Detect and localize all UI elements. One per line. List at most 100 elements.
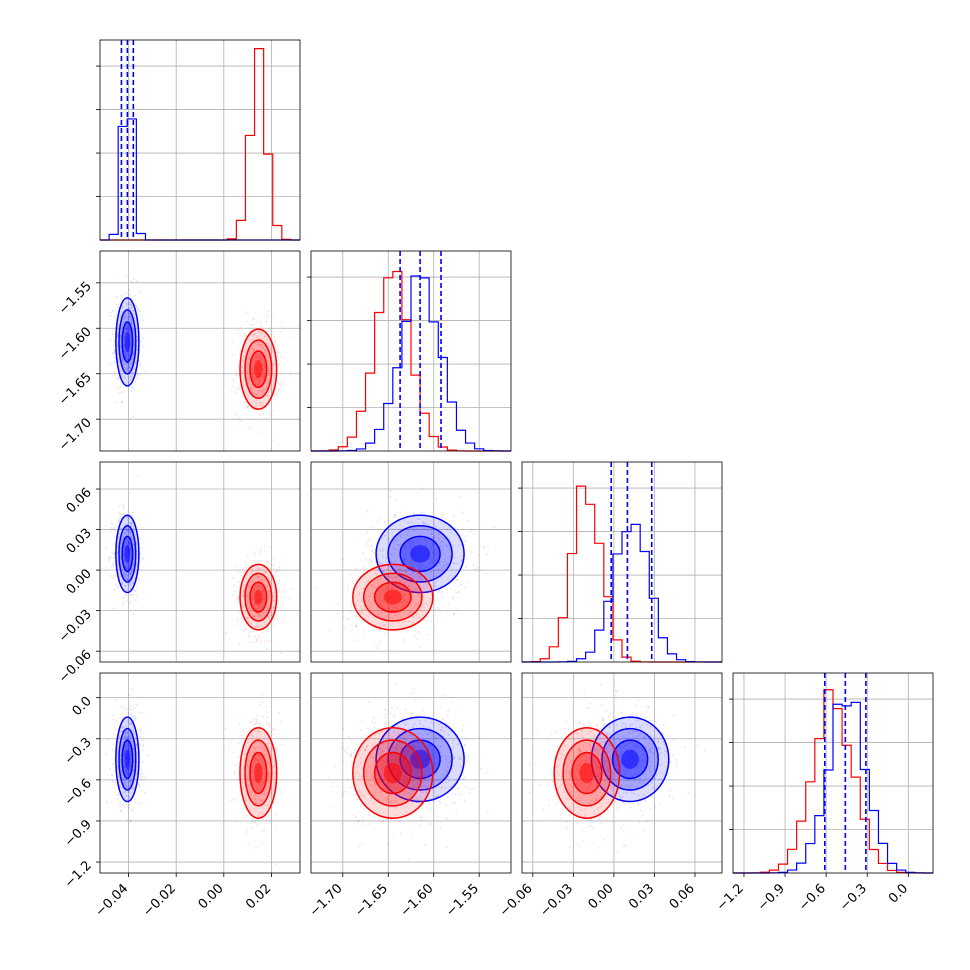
sample-point-blue (128, 541, 130, 544)
sample-point-red (243, 817, 246, 820)
sample-point-red (578, 750, 581, 753)
sample-point-blue (633, 792, 636, 795)
sample-point-red (249, 606, 251, 609)
sample-point-red (416, 572, 419, 574)
sample-point-red (268, 730, 271, 733)
sample-point-red (263, 746, 266, 749)
sample-point-blue (126, 578, 128, 581)
sample-point-red (349, 605, 352, 608)
sample-point-blue (129, 601, 132, 604)
sample-point-red (578, 762, 581, 765)
sample-point-red (253, 590, 256, 592)
sample-point-red (260, 813, 263, 816)
sample-point-red (392, 609, 394, 612)
sample-point-red (280, 355, 282, 358)
sample-point-blue (609, 712, 612, 715)
sample-point-red (238, 387, 241, 390)
sample-point-blue (114, 728, 117, 731)
sample-point-blue (128, 750, 131, 753)
sample-point-blue (430, 570, 432, 573)
sample-point-red (395, 614, 398, 617)
sample-point-blue (130, 390, 133, 393)
sample-point-red (267, 773, 269, 776)
sample-point-red (376, 562, 379, 564)
sample-point-blue (115, 584, 118, 587)
sample-point-blue (126, 529, 129, 532)
sample-point-red (267, 772, 269, 775)
sample-point-blue (632, 736, 635, 739)
sample-point-red (378, 599, 381, 601)
sample-point-red (260, 359, 262, 362)
sample-point-red (379, 577, 382, 580)
sample-point-red (266, 394, 269, 397)
sample-point-red (381, 760, 384, 763)
sample-point-red (378, 760, 381, 763)
sample-point-red (244, 628, 247, 631)
sample-point-blue (421, 737, 424, 740)
panel-content (105, 474, 294, 654)
sample-point-red (346, 747, 349, 750)
sample-point-red (591, 792, 594, 795)
sample-point-blue (391, 553, 394, 556)
sample-point-red (393, 754, 396, 757)
sample-point-blue (381, 570, 384, 572)
sample-point-red (374, 585, 377, 588)
sample-point-blue (611, 748, 614, 751)
sample-point-blue (458, 496, 461, 498)
sample-point-red (255, 722, 258, 725)
sample-point-blue (436, 815, 439, 818)
sample-point-blue (645, 760, 647, 763)
sample-point-red (243, 401, 246, 404)
sample-point-red (250, 795, 252, 798)
sample-point-red (358, 593, 361, 596)
sample-point-red (386, 760, 389, 763)
sample-point-red (250, 324, 252, 327)
sample-point-blue (132, 309, 135, 312)
sample-point-red (622, 824, 625, 826)
sample-point-red (269, 347, 271, 350)
sample-point-blue (362, 552, 365, 555)
sample-point-blue (427, 773, 430, 776)
sample-point-blue (136, 331, 138, 334)
sample-point-blue (392, 546, 395, 549)
sample-point-blue (137, 308, 140, 310)
sample-point-red (278, 363, 281, 366)
sample-point-blue (436, 744, 439, 747)
sample-point-red (252, 379, 255, 382)
sample-point-red (257, 613, 260, 615)
sample-point-red (283, 767, 285, 769)
sample-point-blue (133, 343, 136, 346)
sample-point-blue (130, 582, 133, 584)
sample-point-red (403, 775, 406, 778)
sample-point-blue (447, 710, 449, 713)
sample-point-red (388, 731, 391, 734)
sample-point-red (256, 794, 259, 797)
sample-point-blue (653, 787, 655, 790)
sample-point-red (590, 760, 592, 763)
sample-point-blue (643, 737, 645, 740)
sample-point-blue (661, 732, 664, 735)
sample-point-blue (436, 569, 439, 572)
sample-point-red (252, 630, 255, 633)
sample-point-blue (112, 527, 115, 530)
sample-point-blue (128, 707, 131, 710)
sample-point-blue (128, 806, 131, 809)
sample-point-red (606, 768, 609, 771)
sample-point-red (270, 757, 273, 760)
sample-point-red (232, 391, 235, 393)
sample-point-blue (368, 700, 371, 703)
sample-point-blue (448, 537, 451, 540)
sample-point-blue (129, 345, 132, 348)
sample-point-blue (126, 771, 129, 774)
sample-point-blue (119, 386, 121, 389)
sample-point-red (587, 729, 590, 732)
sample-point-red (242, 767, 245, 769)
sample-point-blue (443, 558, 446, 561)
sample-point-blue (125, 292, 127, 295)
sample-point-blue (445, 545, 448, 548)
sample-point-blue (457, 590, 460, 593)
sample-point-blue (123, 754, 125, 756)
sample-point-red (345, 751, 348, 754)
sample-point-red (278, 566, 281, 569)
